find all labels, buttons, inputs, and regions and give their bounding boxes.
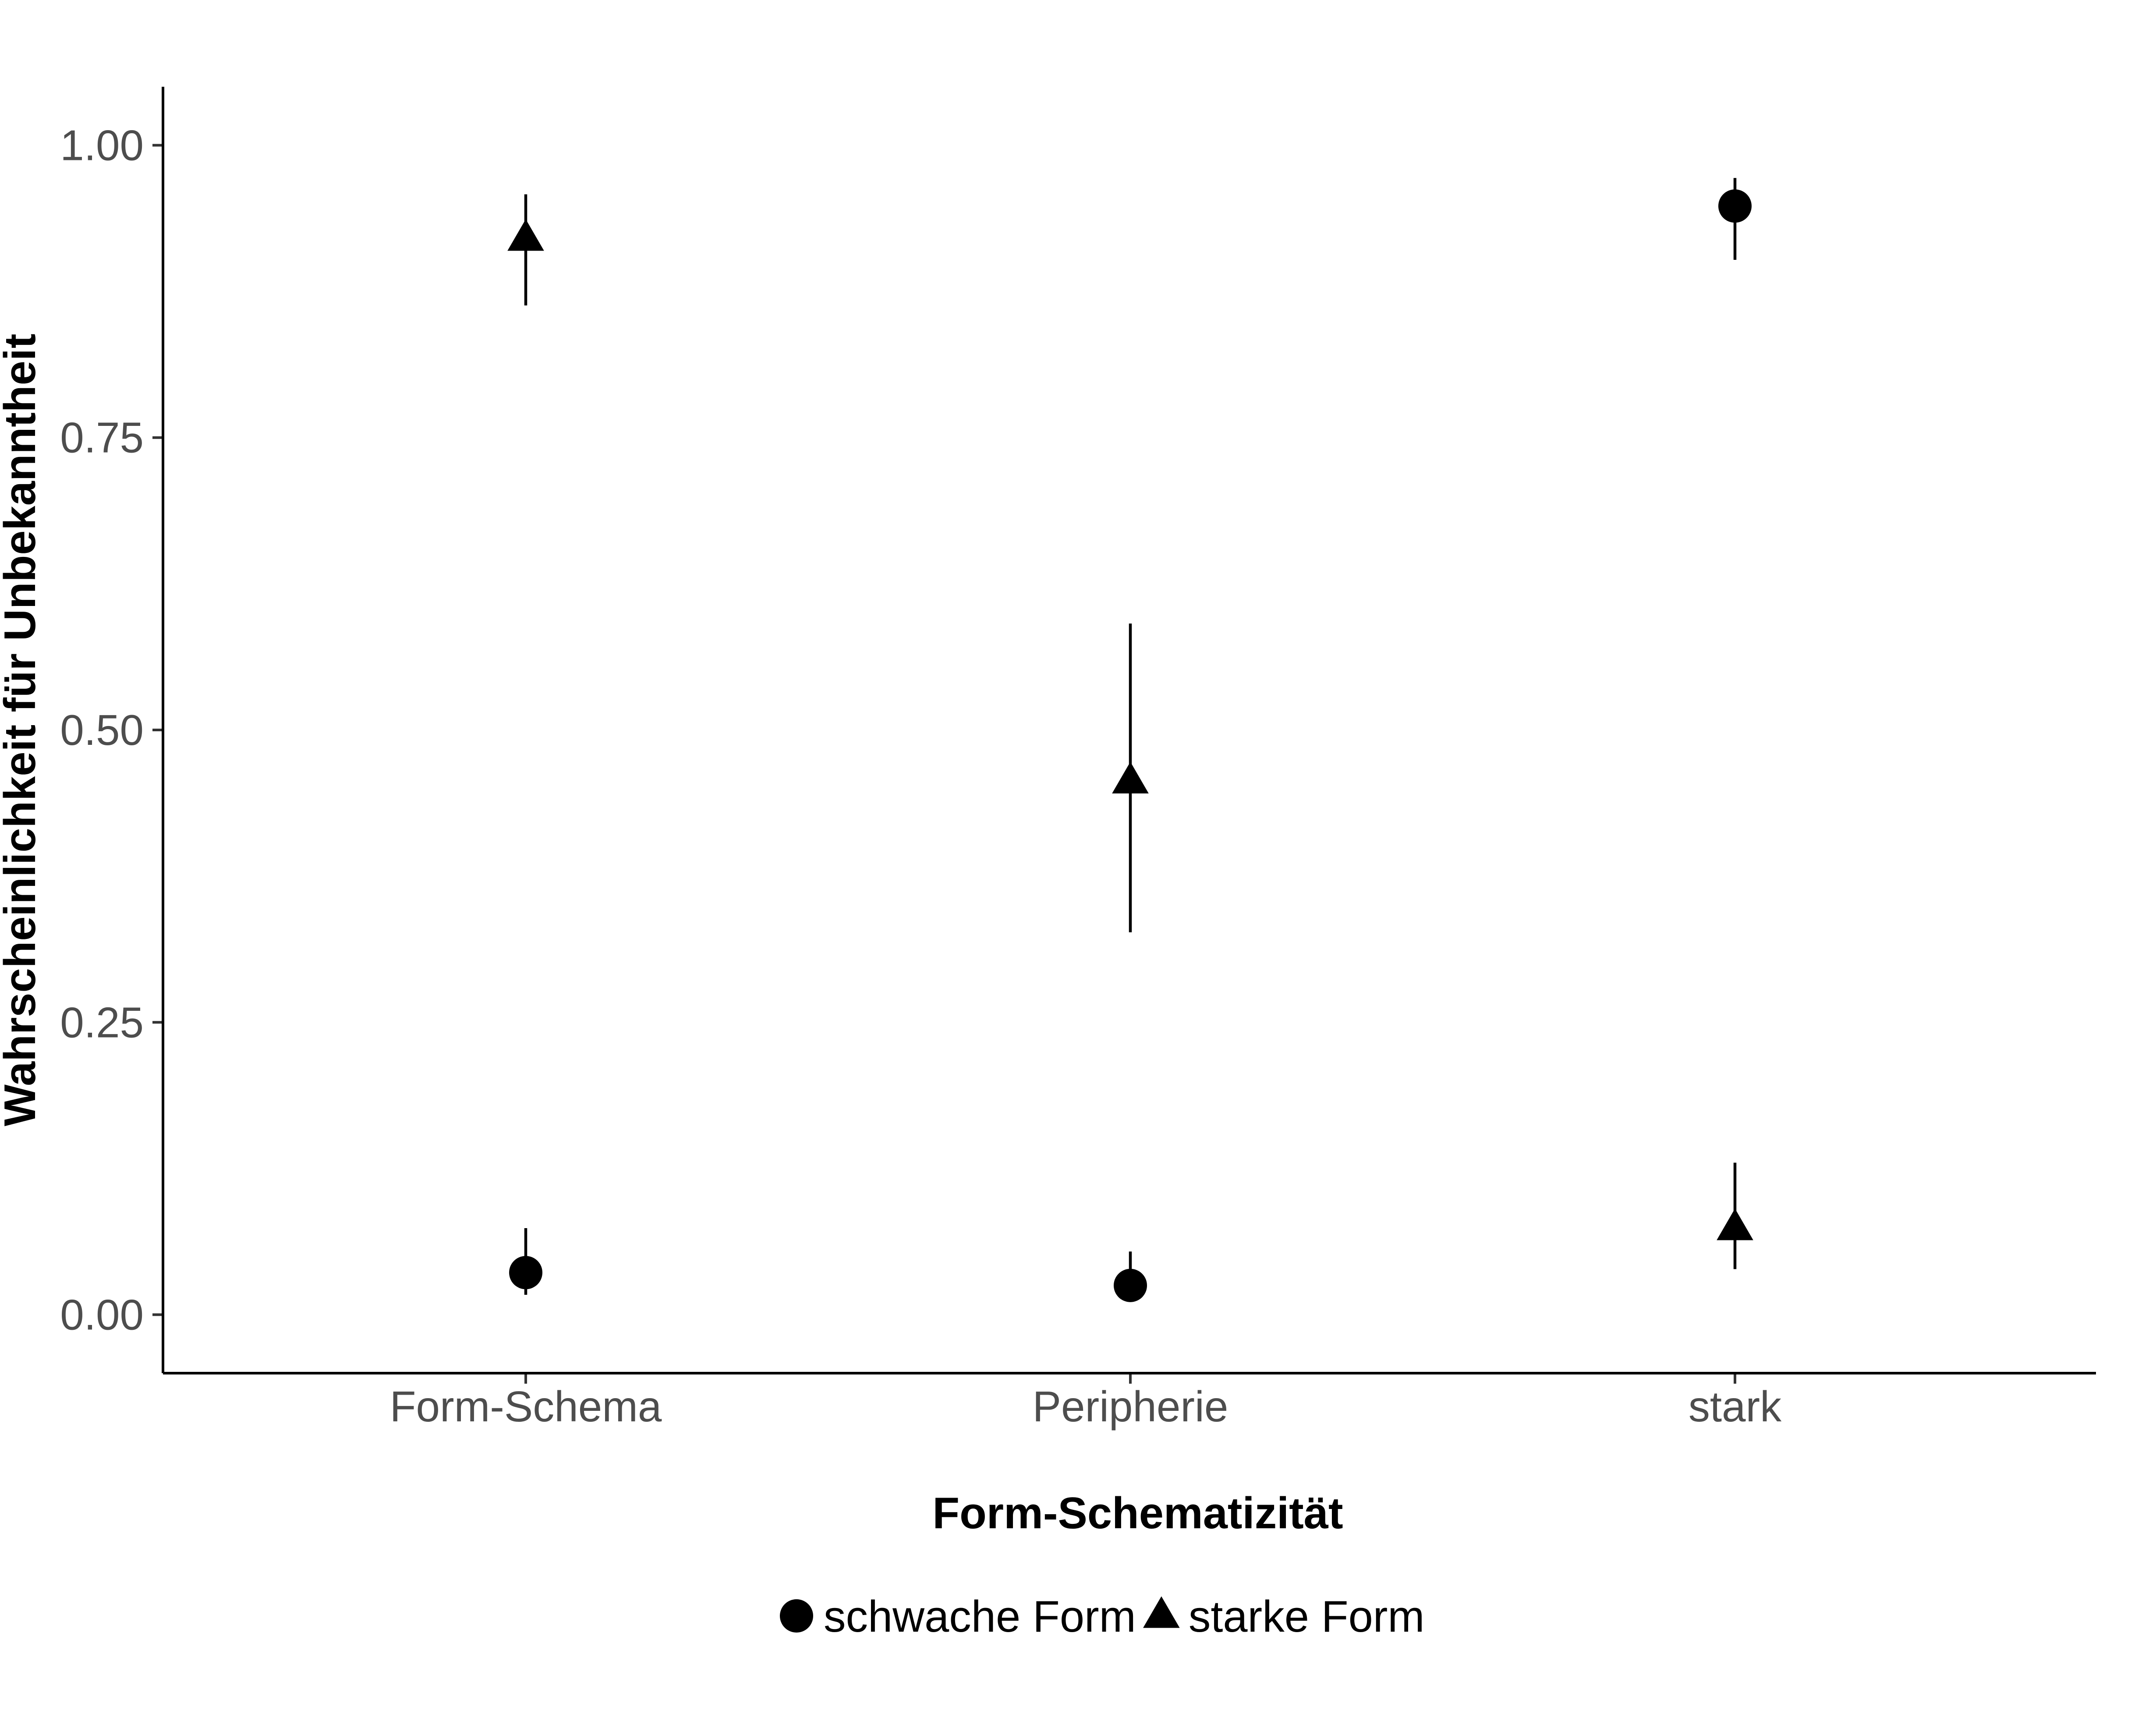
y-tick-label: 1.00 — [60, 121, 144, 169]
x-axis-ticks: Form-Schema Peripherie stark — [390, 1373, 1782, 1431]
legend-label: schwache Form — [824, 1592, 1136, 1641]
data-point-circle — [509, 1256, 542, 1289]
x-tick-label: stark — [1689, 1382, 1782, 1431]
x-axis-title: Form-Schematizität — [932, 1489, 1343, 1538]
y-tick-label: 0.00 — [60, 1291, 144, 1339]
data-point-circle — [1114, 1268, 1147, 1302]
y-axis-title: Wahrscheinlichkeit für Unbekanntheit — [0, 334, 45, 1126]
data-point-triangle — [1112, 762, 1149, 793]
legend-label: starke Form — [1189, 1592, 1425, 1641]
legend: schwache Form starke Form — [780, 1592, 1425, 1641]
data-point-circle — [1718, 189, 1752, 223]
data-point-triangle — [507, 219, 544, 251]
y-axis-ticks: 0.00 0.25 0.50 0.75 1.00 — [60, 121, 163, 1339]
y-tick-label: 0.50 — [60, 706, 144, 754]
legend-key-circle — [780, 1599, 813, 1633]
data-point-triangle — [1717, 1208, 1753, 1240]
legend-key-triangle — [1143, 1596, 1180, 1628]
y-tick-label: 0.25 — [60, 998, 144, 1046]
x-tick-label: Form-Schema — [390, 1382, 662, 1431]
y-tick-label: 0.75 — [60, 414, 144, 462]
plot-marks — [507, 178, 1753, 1302]
x-tick-label: Peripherie — [1033, 1382, 1228, 1431]
